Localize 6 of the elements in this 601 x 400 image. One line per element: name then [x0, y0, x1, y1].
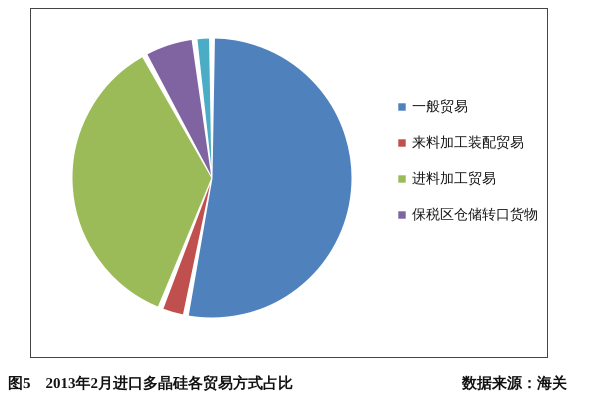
legend-label: 保税区仓储转口货物 — [412, 207, 538, 223]
text: 图5 2013年2月进口多晶硅各贸易方式占比 — [8, 374, 293, 392]
legend-label: 一般贸易 — [412, 99, 468, 115]
legend-label: 来料加工装配贸易 — [412, 135, 524, 151]
source-note: 数据来源：海关 — [461, 375, 567, 392]
legend-label: 进料加工贸易 — [412, 171, 496, 187]
